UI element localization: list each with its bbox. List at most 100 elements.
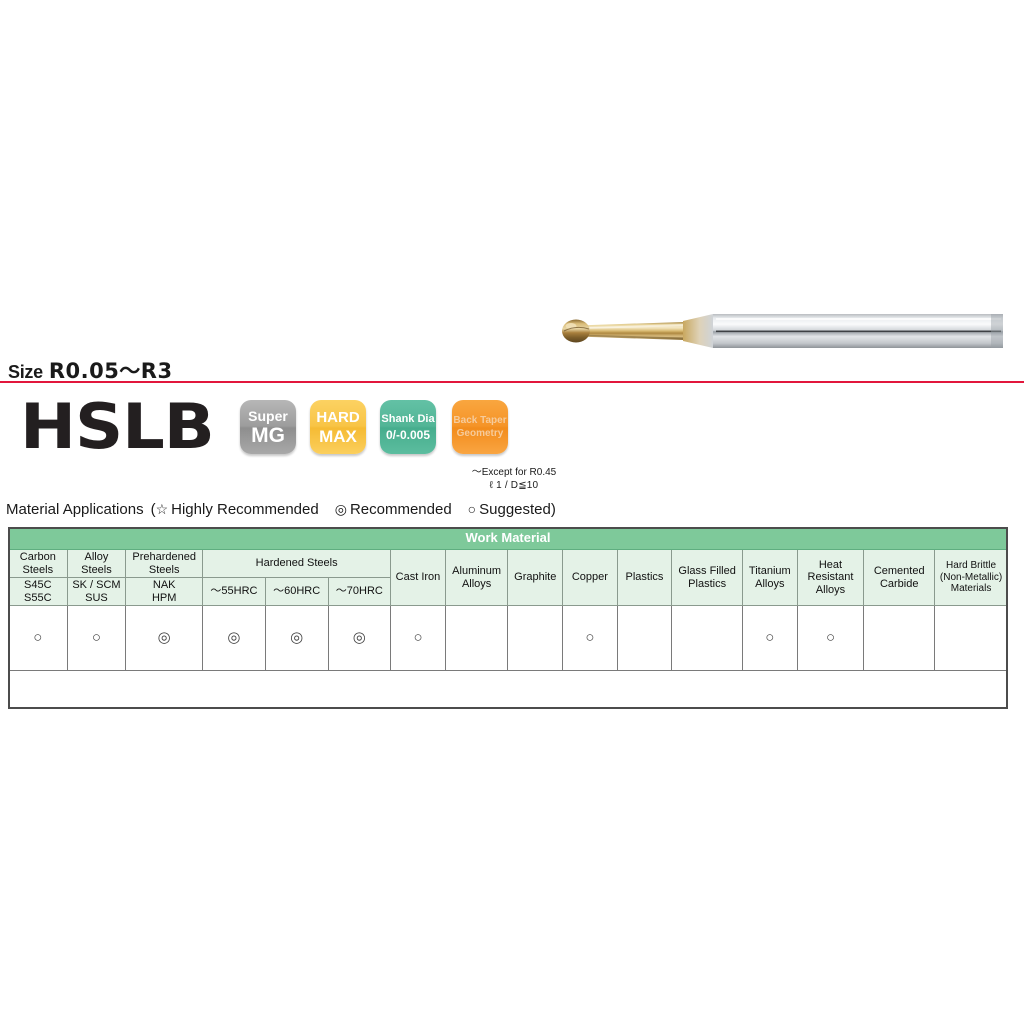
subheader-hardened-60hrc: ～60HRC [264,577,329,606]
header-titanium-alloys-l2: Alloys [755,577,785,590]
header-hard-brittle-l2: (Non-Metallic) [939,571,1003,583]
rating-alloy-steels: ○ [66,605,127,671]
legend-highly-recommended-label: Highly Recommended [171,500,319,518]
size-value: R0.05～R3 [48,359,173,383]
badge-back-taper-line1: Back Taper [453,414,507,426]
rating-heat-resistant-alloys: ○ [796,605,865,671]
double-circle-icon: ◎ [334,500,347,517]
header-glass-filled-plastics-l2: Plastics [688,577,727,590]
table-header-lower-row: S45C S55C SK / SCM SUS NAK HPM ～55HRC ～6… [8,577,1008,606]
rating-prehardened-steels: ◎ [125,605,204,671]
subheader-prehardened-steels-l2: HPM [151,591,177,604]
single-circle-icon: ○ [467,501,477,517]
subheader-alloy-steels-l2: SUS [85,591,108,604]
badge-hard-max-line1: HARD [316,408,360,426]
legend-close-paren: ) [550,500,556,518]
legend-title: Material Applications [6,500,144,518]
header-glass-filled-plastics: Glass Filled Plastics [671,549,744,606]
legend-suggested-label: Suggested [479,500,551,518]
badge-shank-dia-line1: Shank Dia [381,412,435,425]
brand-and-badges-row: HSLB Super MG HARD MAX Shank Dia 0/-0.00… [8,392,1018,472]
header-carbon-steels-l2: Steels [22,563,54,576]
legend-item-highly-recommended: ☆ Highly Recommended [156,501,319,518]
badge-footnote-line1: ～Except for R0.45 [471,467,557,478]
header-heat-resistant-alloys: Heat Resistant Alloys [796,549,865,606]
material-applications-legend: Material Applications ( ☆ Highly Recomme… [6,499,556,519]
rating-copper: ○ [562,605,618,671]
rating-plastics [616,605,673,671]
rating-hardened-60hrc: ◎ [264,605,329,671]
size-label: Size [8,362,43,382]
header-aluminum-alloys-l2: Alloys [461,577,492,590]
subheader-prehardened-steels-l1: NAK [152,579,176,591]
table-band-row: Work Material [8,527,1008,550]
badge-footnote: ～Except for R0.45 ℓ 1 / D≦10 [424,466,604,492]
badge-hard-max-line2: MAX [319,426,357,446]
product-photo-ball-nose-end-mill [551,300,1003,362]
header-titanium-alloys: Titanium Alloys [742,549,798,606]
badge-shank-dia: Shank Dia 0/-0.005 [380,400,436,454]
table-header-upper-row: Carbon Steels Alloy Steels Prehardened S… [8,549,1008,606]
work-material-table: Work Material Carbon Steels Alloy Steels… [8,527,1008,671]
badge-super-mg-line2: MG [251,423,285,447]
header-alloy-steels-l1: Alloy [84,551,109,563]
header-hard-brittle-l1: Hard Brittle [946,560,997,572]
header-cemented-carbide-l1: Cemented [873,565,925,577]
badge-shank-dia-line2: 0/-0.005 [385,427,431,442]
rating-hardened-55hrc: ◎ [202,605,266,671]
size-line: Size R0.05～R3 [8,355,173,383]
header-hard-brittle-l3: Materials [950,583,992,595]
rating-glass-filled-plastics [671,605,744,671]
badge-back-taper-geometry: Back Taper Geometry [452,400,508,454]
header-plastics: Plastics [616,549,673,606]
badge-super-mg-line1: Super [248,407,288,424]
header-prehardened-steels-l1: Prehardened [132,551,196,563]
rating-cemented-carbide [863,605,936,671]
subheader-carbon-steels-l2: S55C [24,591,52,604]
header-titanium-alloys-l1: Titanium [748,565,791,577]
header-cemented-carbide-l2: Carbide [879,577,919,590]
header-cast-iron: Cast Iron [390,549,446,606]
star-icon: ☆ [155,500,169,517]
header-alloy-steels: Alloy Steels [66,549,127,578]
header-aluminum-alloys: Aluminum Alloys [444,549,509,606]
legend-item-suggested: ○ Suggested [468,501,551,518]
legend-item-recommended: ◎ Recommended [335,501,452,518]
header-prehardened-steels: Prehardened Steels [125,549,204,578]
badge-super-mg: Super MG [240,400,296,454]
header-glass-filled-plastics-l1: Glass Filled [678,565,736,577]
legend-open-paren: ( [150,500,156,518]
rating-cast-iron: ○ [390,605,446,671]
rating-hardened-70hrc: ◎ [327,605,392,671]
header-hardened-steels-group: Hardened Steels [202,549,392,578]
header-copper: Copper [562,549,618,606]
brand-logo-hslb: HSLB [20,390,215,463]
badge-footnote-line2: ℓ 1 / D≦10 [489,480,539,491]
header-heat-resistant-alloys-l1: Heat [818,558,843,571]
header-graphite: Graphite [507,549,564,606]
header-cast-iron-l1: Cast Iron [395,571,441,584]
header-carbon-steels: Carbon Steels [8,549,68,578]
header-aluminum-alloys-l1: Aluminum [452,565,502,577]
header-heat-resistant-alloys-l2: Resistant [807,571,854,584]
header-graphite-l1: Graphite [514,571,557,584]
header-heat-resistant-alloys-l3: Alloys [815,583,846,596]
subheader-carbon-steels-l1: S45C [24,579,52,591]
subheader-alloy-steels-l1: SK / SCM [72,579,121,591]
rating-graphite [507,605,564,671]
legend-recommended-label: Recommended [349,500,452,518]
header-carbon-steels-l1: Carbon [19,551,56,563]
rating-aluminum-alloys [444,605,509,671]
table-row: ○ ○ ◎ ◎ ◎ ◎ ○ ○ ○ ○ [8,605,1008,671]
header-alloy-steels-l2: Steels [81,563,112,576]
rating-carbon-steels: ○ [8,605,68,671]
work-material-band-title: Work Material [8,527,1008,550]
header-copper-l1: Copper [571,571,608,584]
subheader-hardened-55hrc: ～55HRC [202,577,266,606]
header-cemented-carbide: Cemented Carbide [863,549,936,606]
rating-titanium-alloys: ○ [742,605,798,671]
subheader-prehardened-steels: NAK HPM [125,577,204,606]
subheader-carbon-steels: S45C S55C [8,577,68,606]
red-divider-rule [0,381,1024,383]
header-hard-brittle: Hard Brittle (Non-Metallic) Materials [934,549,1008,606]
